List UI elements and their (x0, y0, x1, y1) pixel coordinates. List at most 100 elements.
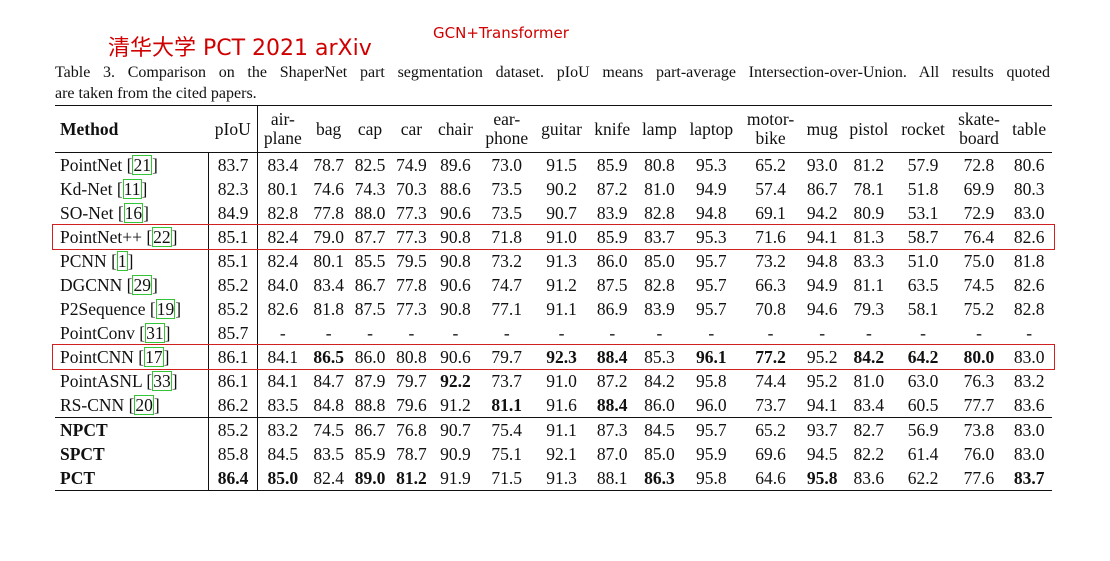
citation-link[interactable]: 16 (123, 203, 144, 223)
header-col: lamp (636, 106, 683, 153)
value-cell: - (920, 323, 926, 343)
piou-cell: 85.2 (208, 297, 258, 321)
value-cell: 57.9 (907, 155, 939, 175)
value-cell: 91.0 (546, 371, 577, 391)
value-cell: 91.3 (546, 251, 577, 271)
citation-link[interactable]: 33 (152, 371, 172, 391)
value-cell: 84.2 (853, 347, 885, 367)
header-piou: pIoU (208, 105, 258, 153)
value-cell: - (1026, 323, 1033, 343)
value-cell: 85.0 (644, 251, 675, 271)
value-cell: 83.7 (1013, 468, 1045, 488)
citation-link[interactable]: 31 (145, 323, 165, 343)
header-col-line1: guitar (541, 118, 582, 139)
citation-link[interactable]: 19 (155, 299, 176, 319)
value-cell: 87.3 (596, 420, 628, 440)
value-cell: 83.0 (1013, 444, 1045, 464)
value-cell: 87.5 (354, 299, 386, 319)
method-name: P2Sequence (60, 299, 146, 319)
value-cell: 81.0 (853, 371, 885, 391)
header-col: ear-phone (479, 106, 535, 153)
value-cell: 90.2 (546, 179, 577, 199)
header-col-line1: bag (315, 118, 342, 139)
value-cell: 90.9 (440, 444, 471, 464)
value-cell: 77.3 (396, 227, 427, 247)
value-cell: 88.6 (440, 179, 471, 199)
value-cell: 76.8 (396, 420, 427, 440)
method-name: PointNet++ (60, 227, 142, 247)
citation-link[interactable]: 22 (152, 227, 172, 247)
citation-link[interactable]: 11 (122, 179, 142, 199)
value-cell: 94.5 (806, 444, 838, 464)
piou-cell: 85.2 (208, 273, 258, 297)
value-cell: 73.0 (491, 155, 523, 175)
header-col: skate-board (952, 106, 1007, 153)
citation-link[interactable]: 29 (132, 275, 152, 295)
header-col-line1: car (400, 118, 423, 139)
value-cell: 74.4 (755, 371, 786, 391)
value-cell: 84.8 (313, 395, 344, 415)
piou-cell: 85.1 (208, 225, 258, 249)
value-cell: 82.6 (1013, 227, 1045, 247)
header-col: mug (801, 106, 843, 153)
table-row: PointASNL [33] 86.1 84.1 84.7 87.9 79.7 92.2 73… (55, 369, 1052, 393)
value-cell: - (558, 323, 565, 343)
value-cell: 76.0 (963, 444, 995, 464)
value-cell: 92.3 (546, 347, 577, 367)
citation-link[interactable]: 1 (116, 251, 128, 271)
value-cell: 91.1 (546, 299, 577, 319)
value-cell: 84.2 (644, 371, 675, 391)
citation-link[interactable]: 21 (132, 155, 152, 175)
header-col-line2: bike (755, 128, 786, 148)
value-cell: 57.4 (755, 179, 786, 199)
value-cell: 84.7 (313, 371, 344, 391)
header-col-line1: skate- (958, 109, 1000, 129)
value-cell: 94.1 (806, 227, 838, 247)
header-col-line1: cap (357, 118, 383, 139)
value-cell: 77.3 (396, 203, 427, 223)
table-row: PointCNN [17] 86.1 84.1 86.5 86.0 80.8 90.6 79.… (55, 345, 1052, 369)
value-cell: 83.2 (267, 420, 299, 440)
value-cell: 77.8 (396, 275, 427, 295)
value-cell: 79.7 (491, 347, 523, 367)
citation-link[interactable]: 20 (134, 395, 154, 415)
value-cell: 80.1 (267, 179, 299, 199)
value-cell: 65.2 (755, 420, 786, 440)
value-cell: 82.6 (1013, 275, 1045, 295)
value-cell: 77.6 (963, 468, 995, 488)
value-cell: 74.6 (313, 179, 344, 199)
value-cell: 74.5 (963, 275, 995, 295)
citation-link[interactable]: 17 (144, 347, 164, 367)
header-col: car (391, 106, 432, 153)
header-col: knife (588, 106, 636, 153)
value-cell: 83.7 (644, 227, 675, 247)
method-name: PointASNL (60, 371, 143, 391)
header-col: cap (349, 106, 390, 153)
value-cell: 83.3 (853, 251, 885, 271)
value-cell: - (767, 323, 774, 343)
value-cell: 83.6 (853, 468, 885, 488)
table-row: RS-CNN [20] 86.2 83.5 84.8 88.8 79.6 91.2 81.1 9… (55, 393, 1052, 418)
value-cell: 95.9 (696, 444, 727, 464)
value-cell: 79.5 (396, 251, 427, 271)
value-cell: 80.1 (313, 251, 344, 271)
value-cell: 82.8 (644, 275, 675, 295)
value-cell: 86.0 (354, 347, 386, 367)
value-cell: 86.0 (644, 395, 675, 415)
value-cell: 88.4 (596, 395, 628, 415)
value-cell: 72.9 (963, 203, 995, 223)
value-cell: 71.6 (755, 227, 786, 247)
value-cell: 69.6 (755, 444, 786, 464)
value-cell: 53.1 (907, 203, 939, 223)
value-cell: 58.7 (907, 227, 939, 247)
piou-cell: 85.2 (208, 417, 258, 442)
table-header: Method pIoU air-plane bag cap car chair ear-p… (55, 105, 1052, 153)
value-cell: 69.9 (963, 179, 995, 199)
value-cell: 90.7 (440, 420, 471, 440)
value-cell: 83.0 (1013, 420, 1045, 440)
value-cell: 85.0 (644, 444, 675, 464)
value-cell: - (408, 323, 415, 343)
value-cell: 87.0 (596, 444, 628, 464)
value-cell: 82.4 (313, 468, 344, 488)
method-cell: DGCNN [29] (55, 273, 210, 297)
